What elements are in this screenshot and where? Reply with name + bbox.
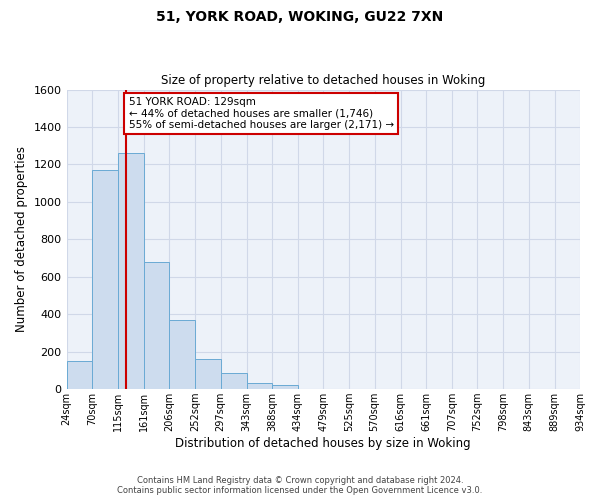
Bar bbox=[67, 362, 92, 389]
Text: 51 YORK ROAD: 129sqm
← 44% of detached houses are smaller (1,746)
55% of semi-de: 51 YORK ROAD: 129sqm ← 44% of detached h… bbox=[128, 97, 394, 130]
Title: Size of property relative to detached houses in Woking: Size of property relative to detached ho… bbox=[161, 74, 485, 87]
Bar bbox=[118, 153, 144, 389]
Y-axis label: Number of detached properties: Number of detached properties bbox=[15, 146, 28, 332]
Bar bbox=[272, 386, 298, 389]
Bar bbox=[221, 372, 247, 389]
X-axis label: Distribution of detached houses by size in Woking: Distribution of detached houses by size … bbox=[175, 437, 471, 450]
Bar bbox=[92, 170, 118, 389]
Text: 51, YORK ROAD, WOKING, GU22 7XN: 51, YORK ROAD, WOKING, GU22 7XN bbox=[157, 10, 443, 24]
Bar bbox=[247, 383, 272, 389]
Bar bbox=[195, 358, 221, 389]
Bar bbox=[144, 262, 169, 389]
Text: Contains HM Land Registry data © Crown copyright and database right 2024.
Contai: Contains HM Land Registry data © Crown c… bbox=[118, 476, 482, 495]
Bar bbox=[169, 320, 195, 389]
